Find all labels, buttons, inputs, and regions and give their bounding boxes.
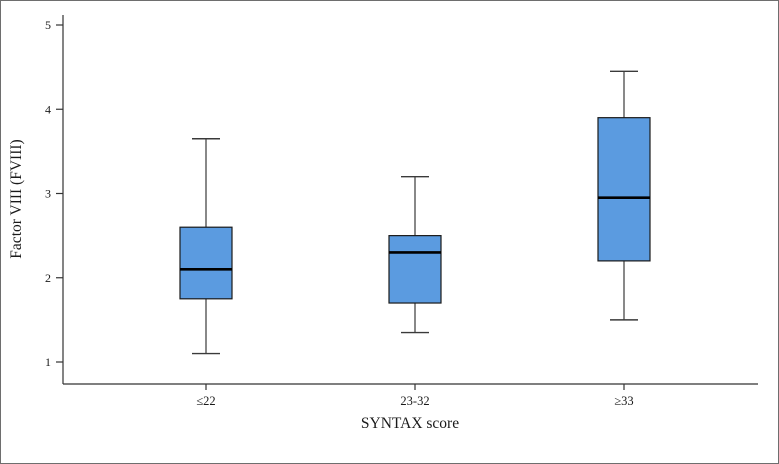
x-tick-label: ≤22 xyxy=(196,394,215,408)
x-tick-label: ≥33 xyxy=(614,394,633,408)
y-tick-label: 1 xyxy=(45,355,51,369)
x-tick-label: 23-32 xyxy=(400,394,429,408)
box-iqr xyxy=(179,226,233,300)
y-axis-title: Factor VIII (FVIII) xyxy=(8,139,25,258)
y-tick-label: 2 xyxy=(45,271,51,285)
y-tick-label: 3 xyxy=(45,187,51,201)
y-tick-label: 5 xyxy=(45,18,51,32)
x-axis-title: SYNTAX score xyxy=(361,415,459,432)
box-iqr xyxy=(597,117,651,262)
box-iqr xyxy=(388,235,442,304)
y-tick-label: 4 xyxy=(45,102,51,116)
